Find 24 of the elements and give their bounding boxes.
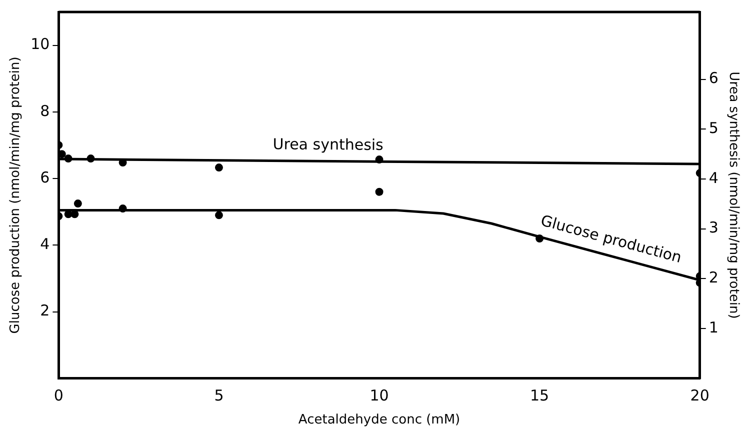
x-tick-label: 0 <box>54 386 64 404</box>
point <box>375 188 384 196</box>
x-tick-label: 20 <box>690 386 710 404</box>
y-tick-label: 8 <box>40 102 50 120</box>
y-axis-title: Glucose production (nmol/min/mg protein) <box>8 56 24 334</box>
x-tick-label: 15 <box>530 386 550 404</box>
y-tick-label: 2 <box>40 302 50 320</box>
y-tick-label: 10 <box>30 35 50 54</box>
point <box>214 211 223 220</box>
y2-tick-label: 3 <box>708 218 718 237</box>
y2-tick-label: 1 <box>708 318 718 336</box>
point <box>74 200 82 208</box>
x-tick-label: 5 <box>214 386 224 404</box>
x-axis-title: Acetaldehyde conc (mM) <box>298 412 460 428</box>
y-tick-label: 4 <box>40 235 50 254</box>
x-tick-label: 10 <box>370 386 389 404</box>
y2-tick-label: 6 <box>708 69 718 88</box>
y2-tick-label: 4 <box>708 168 718 187</box>
y2-tick-label: 5 <box>708 119 718 138</box>
y-tick-label: 6 <box>40 168 50 186</box>
point <box>214 164 223 172</box>
series-label: Urea synthesis <box>272 135 384 154</box>
y2-tick-label: 2 <box>708 268 718 287</box>
y2-axis-title: Urea synthesis (nmol/min/mg protein) <box>726 72 741 319</box>
